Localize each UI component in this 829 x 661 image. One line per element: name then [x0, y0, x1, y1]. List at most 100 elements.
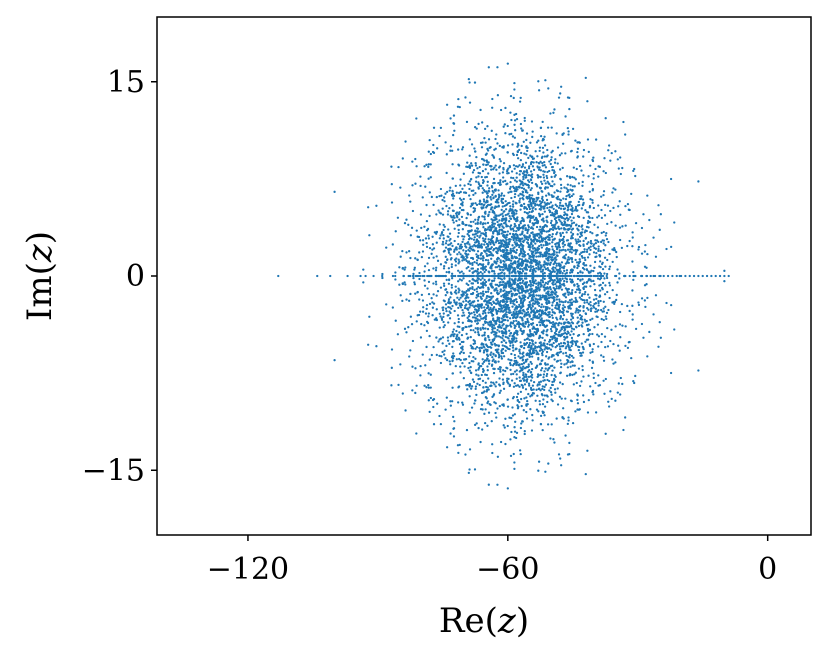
data-point — [513, 269, 516, 272]
data-point — [519, 151, 523, 155]
data-point — [545, 330, 548, 333]
data-point — [518, 223, 521, 227]
data-point — [512, 315, 515, 318]
data-point — [558, 345, 562, 348]
data-point — [525, 132, 529, 135]
data-point — [573, 340, 577, 343]
data-point — [391, 243, 394, 246]
data-point — [538, 200, 542, 203]
data-point — [586, 100, 589, 103]
data-point — [498, 245, 501, 248]
data-point — [476, 267, 480, 271]
data-point — [568, 271, 572, 274]
data-point — [477, 242, 481, 245]
data-point — [478, 303, 482, 306]
data-point — [476, 234, 479, 238]
data-point — [417, 235, 421, 239]
data-point — [562, 217, 565, 220]
data-point — [631, 245, 634, 248]
data-point — [523, 294, 526, 297]
data-point — [498, 265, 502, 268]
data-point — [591, 317, 594, 320]
data-point — [550, 219, 553, 223]
data-point — [558, 309, 561, 312]
data-point — [574, 290, 577, 294]
data-point — [566, 96, 570, 99]
data-point — [592, 172, 595, 176]
data-point — [564, 300, 567, 303]
data-point — [527, 225, 531, 229]
data-point — [461, 187, 464, 191]
data-point — [612, 187, 615, 190]
data-point — [548, 347, 551, 350]
data-point — [520, 258, 524, 261]
data-point — [637, 301, 640, 304]
data-point — [418, 271, 421, 275]
data-point — [470, 225, 473, 228]
data-point — [542, 312, 545, 315]
data-point — [477, 331, 480, 334]
data-point — [481, 272, 484, 275]
data-point — [424, 185, 427, 188]
data-point — [596, 333, 599, 336]
data-point — [468, 382, 472, 386]
data-point — [576, 393, 579, 396]
data-point — [457, 269, 460, 272]
data-point — [476, 319, 479, 322]
data-point — [617, 344, 620, 347]
data-point — [444, 192, 447, 195]
data-point — [633, 381, 636, 385]
data-point — [611, 358, 614, 361]
data-point — [528, 305, 531, 308]
data-point — [449, 296, 452, 299]
data-point — [502, 176, 505, 179]
data-point — [571, 342, 574, 346]
data-point — [586, 248, 589, 251]
data-point — [631, 231, 634, 234]
data-point — [438, 237, 441, 240]
data-point — [492, 381, 495, 384]
data-point — [515, 363, 518, 367]
data-point — [532, 349, 535, 352]
data-point — [524, 320, 527, 324]
data-point — [527, 392, 530, 396]
data-point — [557, 215, 560, 218]
data-point — [502, 332, 505, 335]
data-point — [439, 263, 443, 266]
data-point — [559, 177, 562, 180]
data-point — [414, 157, 417, 161]
data-point — [505, 233, 508, 237]
data-point — [461, 361, 464, 365]
data-point — [465, 216, 468, 220]
data-point — [502, 280, 505, 284]
data-point — [537, 139, 540, 142]
data-point — [509, 185, 512, 189]
data-point — [452, 197, 455, 200]
data-point — [480, 252, 483, 255]
data-point — [509, 332, 512, 335]
data-point — [497, 360, 500, 363]
data-point — [611, 191, 614, 194]
data-point — [477, 187, 480, 190]
data-point — [497, 367, 500, 371]
data-point — [518, 100, 522, 103]
data-point — [551, 308, 554, 311]
data-point — [576, 233, 579, 236]
data-point — [484, 141, 487, 144]
data-point — [480, 297, 483, 300]
data-point — [566, 453, 570, 456]
data-point — [604, 345, 607, 349]
data-point — [538, 245, 541, 248]
data-point — [539, 296, 542, 299]
data-point — [563, 256, 566, 259]
data-point — [544, 470, 547, 473]
data-point — [486, 125, 489, 128]
data-point — [399, 186, 402, 189]
data-point — [492, 306, 496, 309]
data-point — [540, 180, 543, 183]
data-point — [547, 462, 550, 465]
data-point — [528, 207, 532, 211]
data-point — [534, 307, 537, 310]
data-point — [485, 359, 488, 362]
data-point — [457, 163, 460, 166]
